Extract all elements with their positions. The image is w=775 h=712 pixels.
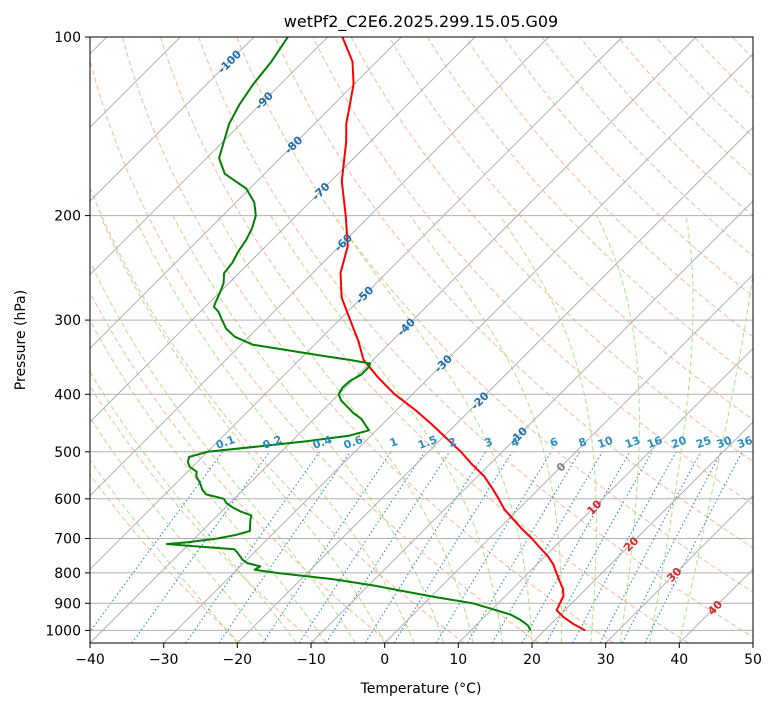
y-axis-title: Pressure (hPa) <box>13 290 29 390</box>
x-tick-label: −20 <box>223 652 253 668</box>
y-tick-label: 700 <box>54 532 81 548</box>
y-tick-label: 500 <box>54 445 81 461</box>
x-tick-label: 50 <box>744 652 762 668</box>
y-tick-label: 400 <box>54 387 81 403</box>
y-tick-label: 300 <box>54 313 81 329</box>
chart-title: wetPf2_C2E6.2025.299.15.05.G09 <box>284 12 558 32</box>
x-axis-title: Temperature (°C) <box>360 681 482 697</box>
y-tick-label: 100 <box>54 30 81 46</box>
x-tick-label: 30 <box>597 652 615 668</box>
x-tick-label: 0 <box>380 652 389 668</box>
x-tick-label: 10 <box>449 652 467 668</box>
x-tick-label: 40 <box>670 652 688 668</box>
y-tick-label: 900 <box>54 596 81 612</box>
x-tick-label: 20 <box>523 652 541 668</box>
y-tick-label: 800 <box>54 566 81 582</box>
y-tick-label: 200 <box>54 209 81 225</box>
y-tick-label: 600 <box>54 492 81 508</box>
x-tick-label: −40 <box>75 652 105 668</box>
y-tick-label: 1000 <box>45 623 81 639</box>
x-tick-label: −10 <box>296 652 326 668</box>
x-tick-label: −30 <box>149 652 179 668</box>
